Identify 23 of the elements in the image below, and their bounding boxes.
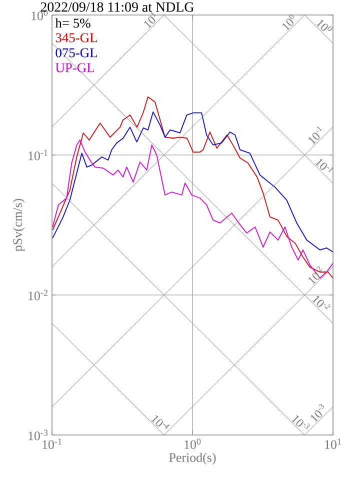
text: 345-GL <box>56 33 97 42</box>
y-tick-label: 10$^{-2}$ <box>28 290 48 300</box>
annotation: 10$^{-2}$ <box>308 266 322 285</box>
x-tick-label: 10$^{1}$ <box>325 438 341 449</box>
y-tick-label: 10$^{-1}$ <box>28 150 48 160</box>
annotation: 10$^{-4}$ <box>150 415 170 429</box>
x-tick-label: 10$^{-1}$ <box>42 438 62 449</box>
annotation: 10$^{1}$ <box>144 12 156 28</box>
text: UP-GL <box>55 63 94 72</box>
annotation: 10$^{-1}$ <box>315 158 334 172</box>
annotation: 10$^{-1}$ <box>308 126 322 145</box>
annotation: 10$^{0}$ <box>282 14 294 31</box>
annotation: 10$^{-3}$ <box>310 404 324 422</box>
x-tick-label: 10$^{0}$ <box>184 438 201 450</box>
y-tick-label: 10$^{-3}$ <box>28 430 48 440</box>
annotation: 10$^{-2}$ <box>312 296 330 310</box>
annotation: 10$^{0}$ <box>316 20 332 32</box>
x-axis-title: Period(s) <box>169 452 216 465</box>
y-axis-title: pSv(cm/s) <box>12 198 25 252</box>
chart-title: 2022/09/18 11:09 at NDLG <box>40 2 194 12</box>
annotation: 10$^{-3}$ <box>291 415 310 429</box>
text: 075-GL <box>56 48 97 58</box>
legend-title: h= 5% <box>55 18 90 28</box>
